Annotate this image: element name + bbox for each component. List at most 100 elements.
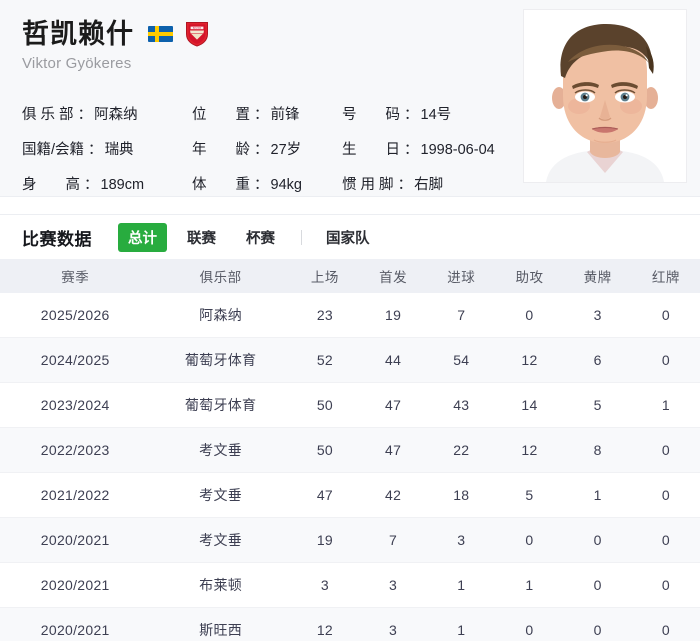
cell-season: 2024/2025 bbox=[0, 337, 151, 383]
cell-red: 0 bbox=[631, 337, 700, 383]
cell-club: 考文垂 bbox=[150, 517, 291, 563]
column-header-red[interactable]: 红牌 bbox=[631, 259, 700, 293]
column-header-club[interactable]: 俱乐部 bbox=[150, 259, 291, 293]
cell-season: 2025/2026 bbox=[0, 293, 151, 338]
table-row[interactable]: 2020/2021 布莱顿 3 3 1 1 0 0 bbox=[0, 562, 700, 608]
cell-red: 0 bbox=[631, 472, 700, 518]
cell-yellow: 8 bbox=[563, 427, 632, 473]
cell-season: 2021/2022 bbox=[0, 472, 151, 518]
info-club: 俱 乐 部 ： 阿森纳 bbox=[22, 103, 192, 124]
info-row: 国籍/会籍 ： 瑞典 年 龄 ： 27岁 生 日 ： 1998-06-04 bbox=[22, 131, 495, 166]
cell-club: 考文垂 bbox=[150, 472, 291, 518]
info-value: 右脚 bbox=[414, 177, 444, 193]
cell-club: 葡萄牙体育 bbox=[150, 382, 291, 428]
stats-table: 赛季 俱乐部 上场 首发 进球 助攻 黄牌 红牌 2025/2026 阿森纳 2… bbox=[0, 259, 700, 641]
profile-header: 哲凯赖什 Arsenal Viktor Gyökeres bbox=[0, 0, 700, 196]
table-header-row: 赛季 俱乐部 上场 首发 进球 助攻 黄牌 红牌 bbox=[0, 259, 700, 293]
player-name-cn: 哲凯赖什 bbox=[22, 19, 134, 49]
cell-season: 2022/2023 bbox=[0, 427, 151, 473]
cell-club: 考文垂 bbox=[150, 427, 291, 473]
cell-club: 葡萄牙体育 bbox=[150, 337, 291, 383]
info-row: 身 高 ： 189cm 体 重 ： 94kg 惯 用 脚 ： 右脚 bbox=[22, 166, 492, 201]
player-portrait bbox=[524, 10, 686, 182]
info-label: 号 码 ： bbox=[342, 107, 419, 123]
table-row[interactable]: 2023/2024 葡萄牙体育 50 47 43 14 5 1 bbox=[0, 382, 700, 428]
cell-red: 1 bbox=[631, 382, 700, 428]
cell-goals: 1 bbox=[427, 562, 496, 608]
table-row[interactable]: 2022/2023 考文垂 50 47 22 12 8 0 bbox=[0, 427, 700, 473]
tab-league[interactable]: 联赛 bbox=[187, 230, 216, 247]
column-header-goals[interactable]: 进球 bbox=[427, 259, 496, 293]
cell-club: 阿森纳 bbox=[150, 293, 291, 338]
player-name-row: 哲凯赖什 Arsenal bbox=[22, 16, 209, 52]
stats-table-body: 2025/2026 阿森纳 23 19 7 0 3 0 2024/2025 葡萄… bbox=[0, 293, 700, 641]
info-value: 前锋 bbox=[270, 107, 300, 123]
column-header-yellow[interactable]: 黄牌 bbox=[563, 259, 632, 293]
cell-red: 0 bbox=[631, 293, 700, 338]
cell-goals: 54 bbox=[427, 337, 496, 383]
arsenal-crest-icon: Arsenal bbox=[185, 21, 209, 47]
info-label: 惯 用 脚 ： bbox=[342, 177, 413, 193]
cell-season: 2020/2021 bbox=[0, 517, 151, 563]
cell-assists: 12 bbox=[495, 337, 564, 383]
cell-yellow: 0 bbox=[563, 607, 632, 641]
cell-club: 布莱顿 bbox=[150, 562, 291, 608]
tab-national-team[interactable]: 国家队 bbox=[326, 230, 370, 247]
player-identity: 哲凯赖什 Arsenal Viktor Gyökeres bbox=[22, 16, 209, 72]
cell-starts: 47 bbox=[359, 382, 428, 428]
stats-tabs-bar: 比赛数据 总计 联赛 杯赛 国家队 bbox=[0, 215, 700, 259]
table-row[interactable]: 2020/2021 考文垂 19 7 3 0 0 0 bbox=[0, 517, 700, 563]
tab-total[interactable]: 总计 bbox=[118, 222, 167, 252]
cell-apps: 23 bbox=[290, 293, 359, 338]
cell-starts: 42 bbox=[359, 472, 428, 518]
info-value: 27岁 bbox=[270, 142, 302, 158]
cell-starts: 3 bbox=[359, 607, 428, 641]
cell-apps: 12 bbox=[290, 607, 359, 641]
player-name-en: Viktor Gyökeres bbox=[22, 55, 132, 72]
column-header-starts[interactable]: 首发 bbox=[359, 259, 428, 293]
info-row: 俱 乐 部 ： 阿森纳 位 置 ： 前锋 号 码 ： 14号 bbox=[22, 96, 492, 131]
table-row[interactable]: 2020/2021 斯旺西 12 3 1 0 0 0 bbox=[0, 607, 700, 641]
cell-assists: 14 bbox=[495, 382, 564, 428]
table-row[interactable]: 2024/2025 葡萄牙体育 52 44 54 12 6 0 bbox=[0, 337, 700, 383]
cell-assists: 0 bbox=[495, 517, 564, 563]
cell-apps: 50 bbox=[290, 427, 359, 473]
column-header-assists[interactable]: 助攻 bbox=[495, 259, 564, 293]
cell-yellow: 3 bbox=[563, 293, 632, 338]
info-position: 位 置 ： 前锋 bbox=[192, 103, 342, 124]
table-row[interactable]: 2021/2022 考文垂 47 42 18 5 1 0 bbox=[0, 472, 700, 518]
stats-table-header: 赛季 俱乐部 上场 首发 进球 助攻 黄牌 红牌 bbox=[0, 259, 700, 293]
cell-starts: 47 bbox=[359, 427, 428, 473]
info-label: 俱 乐 部 ： bbox=[22, 107, 93, 123]
cell-assists: 0 bbox=[495, 293, 564, 338]
cell-assists: 0 bbox=[495, 607, 564, 641]
cell-yellow: 0 bbox=[563, 517, 632, 563]
cell-goals: 1 bbox=[427, 607, 496, 641]
stats-section-title: 比赛数据 bbox=[22, 229, 92, 249]
player-info-grid: 俱 乐 部 ： 阿森纳 位 置 ： 前锋 号 码 ： 14号 国籍/会籍 ： 瑞… bbox=[22, 96, 495, 201]
cell-yellow: 0 bbox=[563, 562, 632, 608]
cell-season: 2023/2024 bbox=[0, 382, 151, 428]
column-header-apps[interactable]: 上场 bbox=[290, 259, 359, 293]
info-value: 189cm bbox=[100, 177, 145, 193]
cell-goals: 3 bbox=[427, 517, 496, 563]
table-row[interactable]: 2025/2026 阿森纳 23 19 7 0 3 0 bbox=[0, 293, 700, 338]
cell-starts: 3 bbox=[359, 562, 428, 608]
cell-season: 2020/2021 bbox=[0, 562, 151, 608]
cell-yellow: 5 bbox=[563, 382, 632, 428]
tab-cup[interactable]: 杯赛 bbox=[246, 230, 275, 247]
cell-yellow: 6 bbox=[563, 337, 632, 383]
cell-yellow: 1 bbox=[563, 472, 632, 518]
column-header-season[interactable]: 赛季 bbox=[0, 259, 151, 293]
info-birthday: 生 日 ： 1998-06-04 bbox=[342, 138, 495, 159]
cell-starts: 7 bbox=[359, 517, 428, 563]
info-nationality: 国籍/会籍 ： 瑞典 bbox=[22, 138, 192, 159]
info-age: 年 龄 ： 27岁 bbox=[192, 138, 342, 159]
cell-goals: 43 bbox=[427, 382, 496, 428]
info-label: 身 高 ： bbox=[22, 177, 99, 193]
info-preferred-foot: 惯 用 脚 ： 右脚 bbox=[342, 173, 492, 194]
cell-assists: 5 bbox=[495, 472, 564, 518]
cell-starts: 19 bbox=[359, 293, 428, 338]
cell-red: 0 bbox=[631, 517, 700, 563]
